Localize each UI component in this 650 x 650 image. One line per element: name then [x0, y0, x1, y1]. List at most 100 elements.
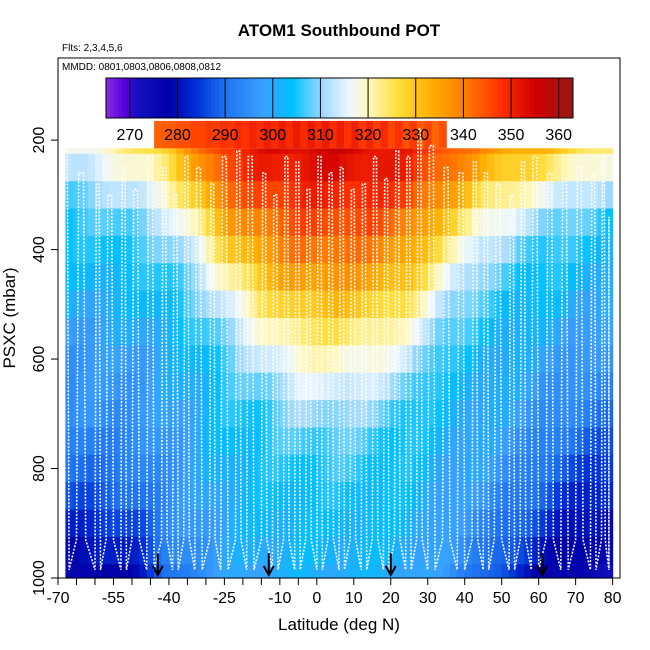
heatmap-cell: [457, 263, 466, 292]
heatmap-cell: [509, 318, 518, 346]
colorbar-segment: [440, 78, 446, 118]
heatmap-cell: [605, 148, 614, 155]
heatmap-cell: [501, 181, 510, 210]
heatmap-cell: [368, 181, 377, 210]
heatmap-cell: [531, 235, 540, 264]
heatmap-cell: [109, 509, 118, 538]
colorbar-segment: [366, 78, 372, 118]
colorbar-segment: [362, 78, 368, 118]
heatmap-cell: [346, 181, 355, 210]
heatmap-cell: [376, 153, 384, 182]
heatmap-cell: [235, 482, 244, 511]
heatmap-cell: [405, 400, 414, 429]
heatmap-cell: [405, 345, 414, 374]
heatmap-cell: [191, 153, 200, 182]
heatmap-cell: [583, 536, 591, 565]
heatmap-cell: [131, 235, 140, 264]
heatmap-cell: [472, 482, 481, 511]
heatmap-cell: [449, 454, 458, 483]
heatmap-cell: [213, 235, 222, 264]
heatmap-cell: [109, 318, 118, 346]
heatmap-cell: [168, 372, 177, 401]
colorbar-segment: [452, 78, 457, 118]
heatmap-cell: [176, 208, 185, 237]
colorbar-segment: [261, 78, 267, 118]
heatmap-cell: [553, 153, 562, 182]
heatmap-cell: [124, 427, 133, 456]
heatmap-cell: [464, 372, 473, 401]
heatmap-cell: [331, 153, 340, 182]
colorbar-segment: [331, 78, 337, 118]
heatmap-cell: [531, 400, 540, 429]
heatmap-cell: [501, 536, 510, 565]
heatmap-cell: [87, 427, 96, 456]
heatmap-cell: [117, 153, 126, 182]
heatmap-cell: [405, 427, 414, 456]
heatmap-cell: [546, 345, 555, 374]
heatmap-cell: [183, 263, 192, 292]
heatmap-cell: [220, 482, 229, 511]
heatmap-cell: [531, 153, 540, 182]
heatmap-cell: [294, 454, 303, 483]
heatmap-cell: [472, 454, 481, 483]
heatmap-cell: [546, 454, 555, 483]
heatmap-cell: [479, 208, 488, 237]
heatmap-cell: [265, 509, 274, 538]
heatmap-cell: [457, 509, 466, 538]
colorbar-segment: [288, 78, 294, 118]
y-tick-label: 200: [31, 127, 48, 154]
heatmap-cell: [376, 235, 384, 264]
heatmap-cell: [590, 509, 599, 538]
x-tick-label: 80: [604, 590, 622, 607]
heatmap-cell: [72, 509, 81, 538]
heatmap-cell: [287, 290, 296, 319]
heatmap-cell: [257, 564, 266, 579]
heatmap-cell: [329, 120, 338, 149]
heatmap-cell: [294, 290, 303, 319]
heatmap-cell: [139, 148, 148, 155]
heatmap-cell: [449, 235, 458, 264]
heatmap-cell: [198, 148, 207, 155]
heatmap-cell: [590, 263, 599, 292]
heatmap-cell: [331, 427, 340, 456]
colorbar-segment: [335, 78, 340, 118]
heatmap-cell: [139, 290, 148, 319]
heatmap-cell: [191, 482, 200, 511]
heatmap-cell: [420, 482, 429, 511]
heatmap-cell: [472, 427, 481, 456]
heatmap-cell: [102, 153, 111, 182]
heatmap-cell: [183, 345, 192, 374]
heatmap-cell: [102, 208, 111, 237]
heatmap-cell: [198, 153, 207, 182]
y-axis-title: PSXC (mbar): [0, 267, 19, 368]
heatmap-cell: [265, 148, 274, 155]
heatmap-cell: [316, 400, 325, 429]
heatmap-cell: [161, 318, 170, 346]
heatmap-cell: [442, 318, 451, 346]
heatmap-cell: [435, 290, 444, 319]
heatmap-cell: [331, 290, 340, 319]
heatmap-cell: [212, 120, 221, 149]
heatmap-cell: [316, 148, 325, 155]
heatmap-cell: [190, 120, 199, 149]
heatmap-cell: [472, 148, 481, 155]
colorbar-segment: [456, 78, 461, 118]
colorbar-segment: [308, 78, 313, 118]
colorbar-segment: [429, 78, 434, 118]
heatmap-cell: [131, 208, 140, 237]
heatmap-cell: [435, 318, 444, 346]
heatmap-cell: [575, 263, 584, 292]
heatmap-cell: [523, 148, 532, 155]
heatmap-cell: [302, 564, 310, 579]
colorbar-segment: [565, 78, 570, 118]
heatmap-cell: [546, 372, 555, 401]
heatmap-cell: [442, 564, 451, 579]
heatmap-cell: [442, 372, 451, 401]
heatmap-cell: [546, 482, 555, 511]
heatmap-cell: [168, 263, 177, 292]
colorbar-segment: [569, 78, 574, 118]
heatmap-cell: [575, 318, 584, 346]
heatmap-cell: [486, 509, 495, 538]
heatmap-cell: [464, 509, 473, 538]
heatmap-cell: [538, 345, 547, 374]
